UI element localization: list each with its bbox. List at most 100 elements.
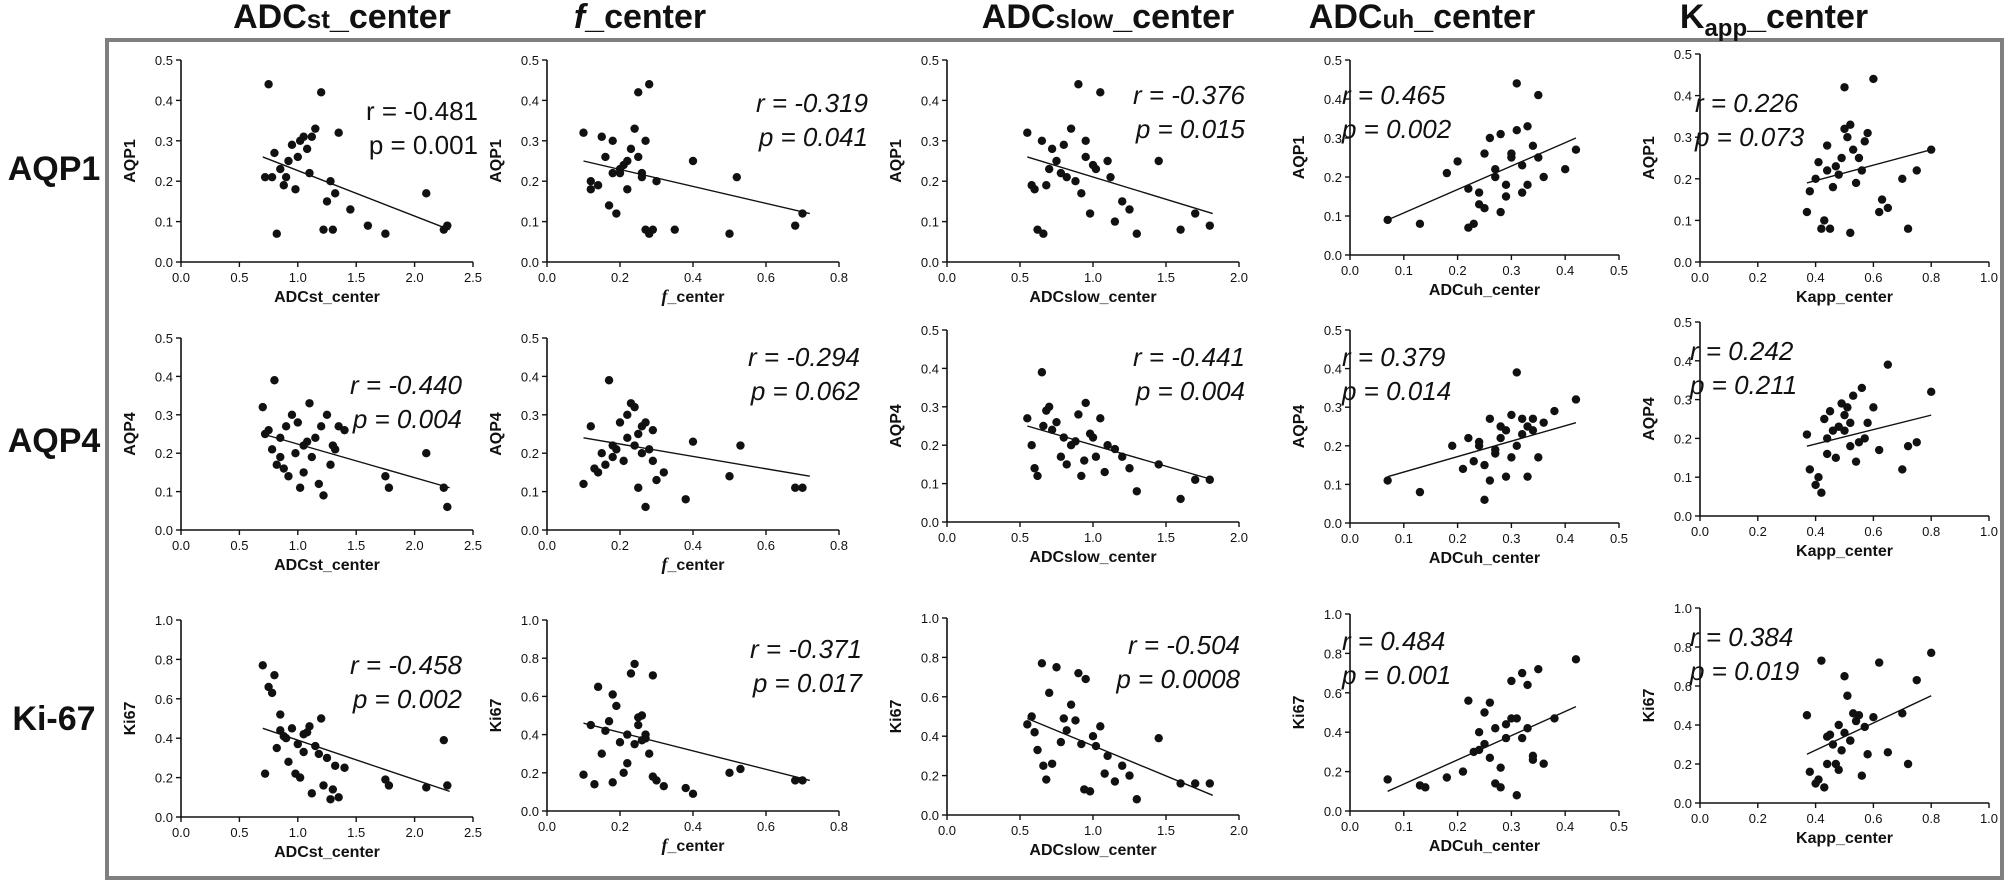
- data-point: [1512, 126, 1521, 135]
- data-point: [279, 732, 288, 741]
- y-tick-label: 0.1: [1324, 209, 1342, 224]
- data-point: [1523, 180, 1532, 189]
- y-tick-label: 0.3: [1324, 400, 1342, 415]
- data-point: [1822, 141, 1832, 150]
- data-point: [1517, 430, 1527, 439]
- y-tick-label: 0.4: [521, 93, 539, 108]
- x-tick-label: 2.0: [1230, 530, 1248, 545]
- p-value-text: p = 0.002: [1341, 114, 1452, 144]
- data-point: [1820, 216, 1829, 225]
- data-point: [422, 449, 431, 458]
- x-tick-label: 2.5: [464, 825, 482, 840]
- data-point: [381, 472, 390, 481]
- data-point: [736, 441, 745, 450]
- x-tick-label: 1.0: [289, 825, 307, 840]
- data-point: [630, 659, 639, 669]
- data-point: [330, 761, 340, 770]
- x-tick-label: 2.5: [464, 270, 482, 285]
- x-tick-label: 1.0: [1084, 530, 1102, 545]
- r-value-text: r = 0.379: [1342, 342, 1445, 372]
- y-tick-label: 0.2: [1674, 757, 1692, 772]
- data-point: [648, 456, 658, 466]
- data-point: [1110, 444, 1120, 454]
- data-point: [1512, 441, 1521, 450]
- data-point: [579, 479, 588, 489]
- data-point: [604, 376, 614, 385]
- data-point: [1843, 691, 1852, 700]
- column-title: Kapp_center: [1680, 0, 1868, 42]
- data-point: [645, 749, 654, 758]
- data-point: [1550, 406, 1559, 416]
- data-point: [608, 778, 617, 787]
- data-point: [319, 225, 328, 234]
- data-point: [1857, 166, 1867, 175]
- data-point: [1037, 368, 1047, 377]
- data-point: [316, 422, 326, 431]
- data-point: [272, 460, 281, 469]
- x-axis-title-symbol: f: [662, 835, 670, 855]
- data-point: [1118, 452, 1127, 461]
- data-point: [291, 185, 300, 194]
- data-point: [626, 669, 636, 678]
- data-point: [652, 177, 661, 186]
- y-tick-label: 0.3: [155, 134, 173, 149]
- y-tick-label: 0.8: [921, 650, 939, 665]
- data-point: [1927, 387, 1936, 397]
- regression-line: [1806, 695, 1932, 755]
- data-point: [1860, 434, 1869, 443]
- data-point: [1030, 464, 1039, 473]
- r-value-text: r = 0.484: [1342, 626, 1445, 656]
- data-point: [1848, 391, 1858, 400]
- data-point: [340, 425, 349, 435]
- data-point: [637, 449, 647, 458]
- data-point: [314, 749, 324, 759]
- r-value-text: r = 0.242: [1690, 336, 1794, 366]
- data-point: [1474, 200, 1484, 209]
- x-axis-title: f_center: [662, 554, 725, 574]
- data-point: [1539, 759, 1548, 768]
- y-axis-title: AQP1: [1291, 136, 1308, 180]
- y-tick-label: 0.0: [1324, 804, 1342, 819]
- data-point: [1912, 675, 1921, 685]
- data-point: [1507, 410, 1516, 420]
- x-tick-label: 0.8: [1922, 270, 1940, 285]
- data-point: [1883, 203, 1893, 213]
- regression-line: [583, 722, 810, 782]
- data-point: [276, 452, 285, 462]
- data-point: [1074, 80, 1083, 89]
- y-tick-label: 0.2: [1324, 170, 1342, 185]
- data-point: [439, 735, 448, 745]
- data-point: [1056, 168, 1066, 178]
- data-point: [1485, 698, 1495, 707]
- data-point: [1491, 172, 1500, 182]
- column-title-sub: slow: [1055, 4, 1114, 34]
- x-tick-label: 0.6: [1864, 811, 1882, 826]
- data-point: [1474, 441, 1484, 450]
- data-point: [1863, 750, 1872, 759]
- data-point: [1828, 740, 1838, 749]
- x-tick-label: 0.0: [538, 538, 556, 553]
- data-point: [1205, 475, 1215, 484]
- data-point: [634, 88, 643, 97]
- data-point: [1898, 465, 1907, 474]
- x-axis-title: ADCuh_center: [1429, 838, 1540, 855]
- x-tick-label: 0.0: [1691, 270, 1709, 285]
- data-point: [1571, 395, 1581, 404]
- data-point: [1837, 153, 1846, 163]
- data-point: [1496, 783, 1505, 792]
- data-point: [1811, 174, 1820, 183]
- data-point: [302, 144, 312, 154]
- data-point: [314, 479, 324, 489]
- data-point: [1817, 656, 1826, 665]
- x-tick-label: 0.1: [1395, 263, 1413, 278]
- data-point: [340, 763, 349, 772]
- data-point: [1045, 164, 1054, 174]
- data-point: [1030, 728, 1039, 737]
- data-point: [1828, 426, 1838, 435]
- x-tick-label: 0.2: [1449, 263, 1467, 278]
- data-point: [1501, 180, 1511, 189]
- data-point: [1474, 745, 1484, 755]
- data-point: [1059, 714, 1069, 723]
- data-point: [1561, 165, 1570, 174]
- data-point: [1042, 181, 1051, 190]
